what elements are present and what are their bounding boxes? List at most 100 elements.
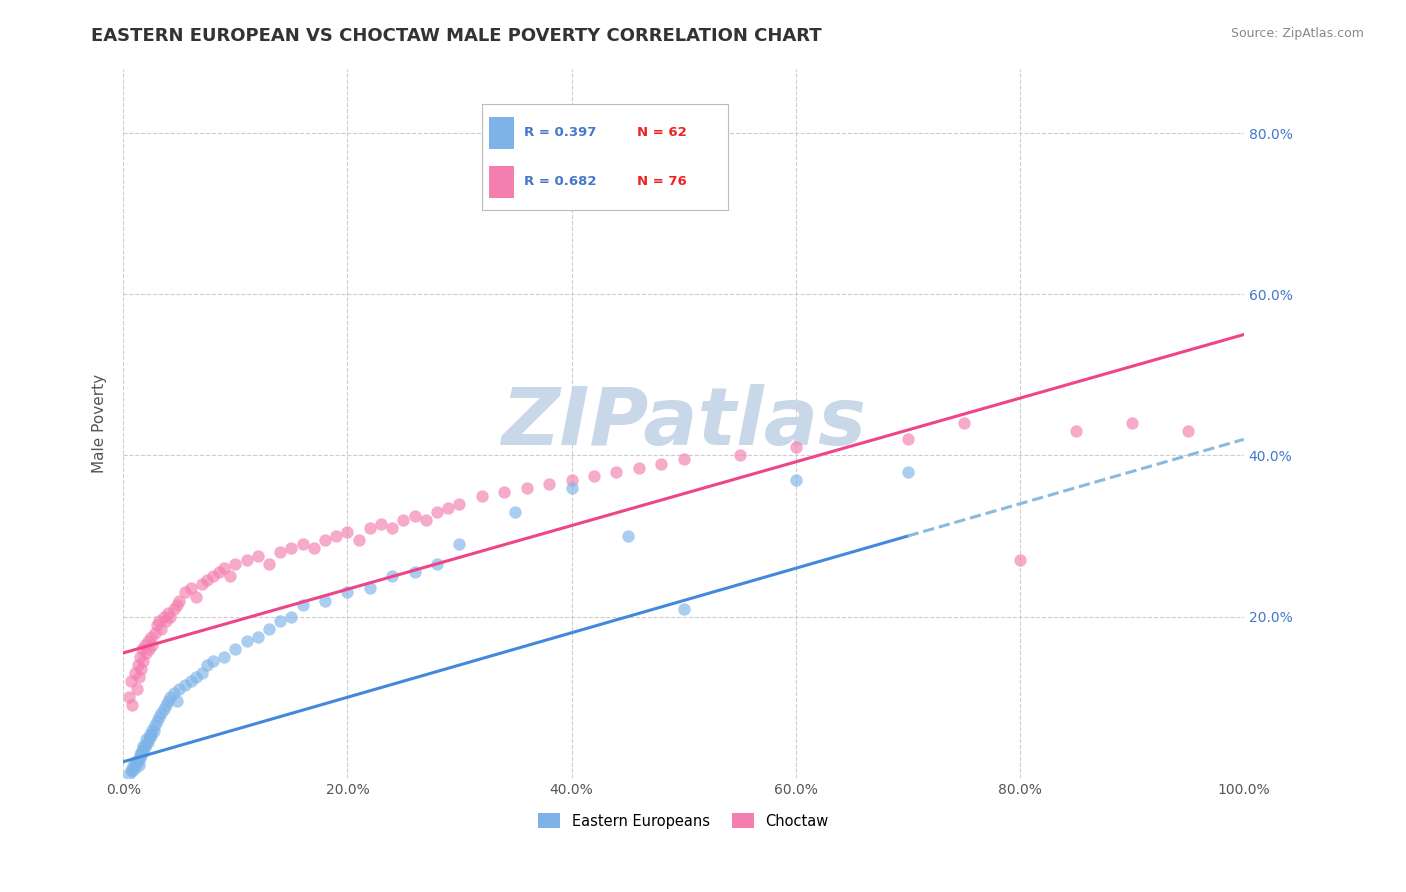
Point bbox=[291, 598, 314, 612]
Point bbox=[166, 694, 188, 708]
Point bbox=[125, 756, 148, 771]
Point bbox=[122, 759, 145, 773]
Point bbox=[141, 723, 163, 737]
Point bbox=[120, 763, 142, 777]
Point bbox=[582, 468, 605, 483]
Point bbox=[163, 686, 186, 700]
Point bbox=[139, 726, 162, 740]
Text: EASTERN EUROPEAN VS CHOCTAW MALE POVERTY CORRELATION CHART: EASTERN EUROPEAN VS CHOCTAW MALE POVERTY… bbox=[91, 27, 823, 45]
Point bbox=[174, 585, 197, 599]
Point bbox=[560, 481, 582, 495]
Point bbox=[897, 465, 920, 479]
Point bbox=[134, 638, 156, 652]
Point bbox=[195, 658, 218, 673]
Point bbox=[118, 767, 141, 781]
Point bbox=[347, 533, 370, 547]
Point bbox=[516, 481, 538, 495]
Point bbox=[127, 658, 149, 673]
Point bbox=[207, 566, 229, 580]
Point bbox=[169, 593, 191, 607]
Point bbox=[143, 718, 166, 732]
Point bbox=[128, 758, 150, 772]
Point bbox=[381, 521, 404, 535]
Point bbox=[785, 473, 807, 487]
Point bbox=[129, 747, 152, 761]
Point bbox=[650, 457, 672, 471]
Point bbox=[169, 682, 191, 697]
Point bbox=[370, 516, 392, 531]
Point bbox=[218, 569, 240, 583]
Point bbox=[131, 641, 153, 656]
Point bbox=[1121, 416, 1143, 430]
Point bbox=[605, 465, 627, 479]
Point bbox=[129, 662, 152, 676]
Point bbox=[129, 750, 152, 764]
Point bbox=[128, 670, 150, 684]
Point bbox=[269, 545, 291, 559]
Point bbox=[235, 553, 257, 567]
Point bbox=[257, 622, 280, 636]
Point bbox=[1008, 553, 1031, 567]
Point bbox=[166, 598, 188, 612]
Point bbox=[616, 529, 638, 543]
Point bbox=[146, 714, 169, 729]
Point bbox=[141, 630, 163, 644]
Point bbox=[336, 524, 359, 539]
Point bbox=[135, 737, 157, 751]
Point bbox=[124, 755, 146, 769]
Point bbox=[291, 537, 314, 551]
Point bbox=[148, 710, 170, 724]
Point bbox=[426, 558, 449, 572]
Point bbox=[146, 617, 169, 632]
Point bbox=[138, 641, 160, 656]
Point bbox=[494, 484, 516, 499]
Point bbox=[142, 724, 165, 739]
Point bbox=[257, 558, 280, 572]
Point bbox=[359, 521, 381, 535]
Point bbox=[325, 529, 347, 543]
Point bbox=[136, 633, 159, 648]
Point bbox=[224, 558, 246, 572]
Legend: Eastern Europeans, Choctaw: Eastern Europeans, Choctaw bbox=[533, 807, 835, 834]
Point bbox=[392, 513, 415, 527]
Point bbox=[728, 449, 751, 463]
Point bbox=[132, 654, 155, 668]
Point bbox=[155, 698, 177, 713]
Point bbox=[152, 609, 174, 624]
Point bbox=[132, 739, 155, 753]
Point bbox=[381, 569, 404, 583]
Point bbox=[148, 614, 170, 628]
Text: Source: ZipAtlas.com: Source: ZipAtlas.com bbox=[1230, 27, 1364, 40]
Point bbox=[235, 633, 257, 648]
Point bbox=[159, 690, 181, 705]
Point bbox=[302, 541, 325, 556]
Point bbox=[180, 582, 202, 596]
Point bbox=[314, 533, 336, 547]
Point bbox=[136, 734, 159, 748]
Text: ZIPatlas: ZIPatlas bbox=[501, 384, 866, 462]
Point bbox=[135, 646, 157, 660]
Point bbox=[155, 614, 177, 628]
Y-axis label: Male Poverty: Male Poverty bbox=[93, 374, 107, 473]
Point bbox=[280, 609, 302, 624]
Point bbox=[201, 569, 224, 583]
Point bbox=[152, 702, 174, 716]
Point bbox=[131, 742, 153, 756]
Point bbox=[415, 513, 437, 527]
Point bbox=[141, 638, 163, 652]
Point bbox=[672, 452, 695, 467]
Point bbox=[952, 416, 974, 430]
Point bbox=[157, 694, 180, 708]
Point bbox=[186, 590, 208, 604]
Point bbox=[180, 674, 202, 689]
Point bbox=[246, 630, 269, 644]
Point bbox=[132, 745, 155, 759]
Point bbox=[157, 606, 180, 620]
Point bbox=[560, 473, 582, 487]
Point bbox=[135, 732, 157, 747]
Point bbox=[163, 601, 186, 615]
Point bbox=[143, 625, 166, 640]
Point bbox=[246, 549, 269, 564]
Point bbox=[174, 678, 197, 692]
Point bbox=[505, 505, 527, 519]
